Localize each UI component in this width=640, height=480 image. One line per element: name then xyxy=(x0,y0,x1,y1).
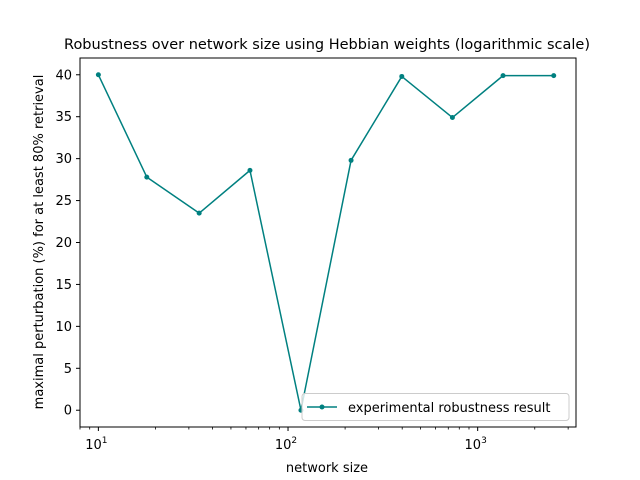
x-tick-base: 10 xyxy=(85,438,102,453)
y-tick-label: 25 xyxy=(55,194,72,209)
x-tick-label: 101 xyxy=(85,436,107,453)
legend-marker xyxy=(319,404,325,410)
y-axis: 0 5 10 15 20 25 30 35 40 xyxy=(55,68,80,419)
y-tick-label: 10 xyxy=(55,320,72,335)
x-tick-base: 10 xyxy=(465,438,482,453)
x-tick-label: 102 xyxy=(275,436,297,453)
data-point xyxy=(399,73,405,79)
data-point xyxy=(500,73,506,79)
y-tick-label: 30 xyxy=(55,152,72,167)
y-tick-label: 20 xyxy=(55,236,72,251)
x-axis-label: network size xyxy=(286,461,368,476)
series-layer xyxy=(95,72,557,413)
y-tick-label: 35 xyxy=(55,110,72,125)
y-tick-label: 5 xyxy=(64,362,72,377)
y-tick-label: 40 xyxy=(55,68,72,83)
x-tick-exponent: 3 xyxy=(481,436,487,446)
x-tick-label: 103 xyxy=(465,436,487,453)
plot-frame xyxy=(79,57,577,428)
data-point xyxy=(551,73,557,79)
legend-label: experimental robustness result xyxy=(348,401,550,416)
data-point xyxy=(449,115,455,121)
data-point xyxy=(144,174,150,180)
x-tick-exponent: 1 xyxy=(102,436,108,446)
data-point xyxy=(196,210,202,216)
data-point xyxy=(247,167,253,173)
data-point xyxy=(95,72,101,78)
series-line xyxy=(97,74,554,411)
y-tick-label: 15 xyxy=(55,278,72,293)
legend: experimental robustness result xyxy=(301,393,570,421)
x-axis: 101 102 103 xyxy=(79,427,569,453)
x-tick-base: 10 xyxy=(275,438,292,453)
data-point xyxy=(348,157,354,163)
legend-box xyxy=(301,393,570,421)
y-axis-label: maximal perturbation (%) for at least 80… xyxy=(32,75,47,410)
y-tick-label: 0 xyxy=(64,404,72,419)
plot-area xyxy=(79,57,577,428)
x-tick-exponent: 2 xyxy=(291,436,297,446)
chart-title: Robustness over network size using Hebbi… xyxy=(64,37,590,53)
